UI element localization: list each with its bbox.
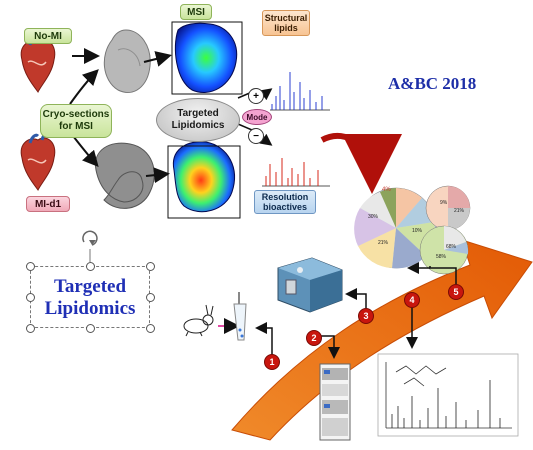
textbox-text: Targeted Lipidomics — [44, 276, 136, 319]
resize-handle[interactable] — [86, 324, 95, 333]
step-4-marker: 4 — [404, 292, 420, 308]
msi-heatmap-top — [174, 22, 238, 93]
pie-label: 68% — [446, 244, 457, 250]
pie-label: 21% — [378, 240, 389, 246]
resize-handle[interactable] — [86, 262, 95, 271]
plus-sign-icon: + — [248, 88, 264, 104]
label-mi-d1: MI-d1 — [26, 196, 70, 212]
step-2-marker: 2 — [306, 330, 322, 346]
label-no-mi: No-MI — [24, 28, 72, 44]
resize-handle[interactable] — [26, 324, 35, 333]
minus-sign-icon: − — [248, 128, 264, 144]
label-cryo-sections: Cryo-sections for MSI — [40, 104, 112, 138]
label-mode: Mode — [242, 109, 272, 125]
conference-title: A&BC 2018 — [388, 74, 477, 93]
label-resolution-bioactives: Resolution bioactives — [254, 190, 316, 214]
step-3-marker: 3 — [358, 308, 374, 324]
resize-handle[interactable] — [26, 293, 35, 302]
rabbit-icon — [183, 304, 214, 337]
pie-label: 10% — [412, 228, 423, 234]
step-1-marker: 1 — [264, 354, 280, 370]
mass-spectrometer-icon — [277, 257, 343, 313]
msi-heatmap-bottom — [172, 141, 235, 213]
pie-label: 9% — [440, 200, 448, 206]
pie-chart-large — [354, 187, 437, 269]
targeted-lipidomics-textbox[interactable]: Targeted Lipidomics — [30, 266, 150, 328]
sample-tube-icon — [233, 292, 247, 341]
spectrum-structural-lipids — [270, 72, 330, 111]
hplc-system-icon — [319, 363, 351, 441]
pie-chart-small-top — [425, 185, 471, 231]
tissue-section-no-mi — [103, 29, 151, 93]
label-structural-lipids: Structural lipids — [262, 10, 310, 36]
step-5-marker: 5 — [448, 284, 464, 300]
rotate-handle-icon — [82, 230, 98, 246]
resize-handle[interactable] — [26, 262, 35, 271]
arrow-section-to-heatmap-top — [143, 51, 172, 67]
pie-label: 58% — [436, 254, 447, 260]
pie-label: 4% — [382, 187, 391, 193]
pie-label: 21% — [454, 208, 465, 214]
resize-handle[interactable] — [146, 293, 155, 302]
curved-red-arrow — [320, 132, 402, 194]
msms-spectrum-panel — [377, 353, 519, 437]
pie-label: 30% — [368, 214, 379, 220]
tissue-section-mi-d1 — [94, 142, 155, 209]
resize-handle[interactable] — [146, 262, 155, 271]
arrow-cryo-to-section-top — [69, 69, 99, 105]
arrow-section-to-heatmap-bottom — [145, 167, 170, 184]
label-targeted-lipidomics-center: Targeted Lipidomics — [156, 98, 240, 142]
resize-handle[interactable] — [146, 324, 155, 333]
heart-mi-d1-icon — [20, 131, 56, 191]
label-msi: MSI — [180, 4, 212, 20]
spectrum-resolution-bioactives — [262, 158, 330, 187]
pie-chart-small-bottom — [419, 225, 469, 275]
